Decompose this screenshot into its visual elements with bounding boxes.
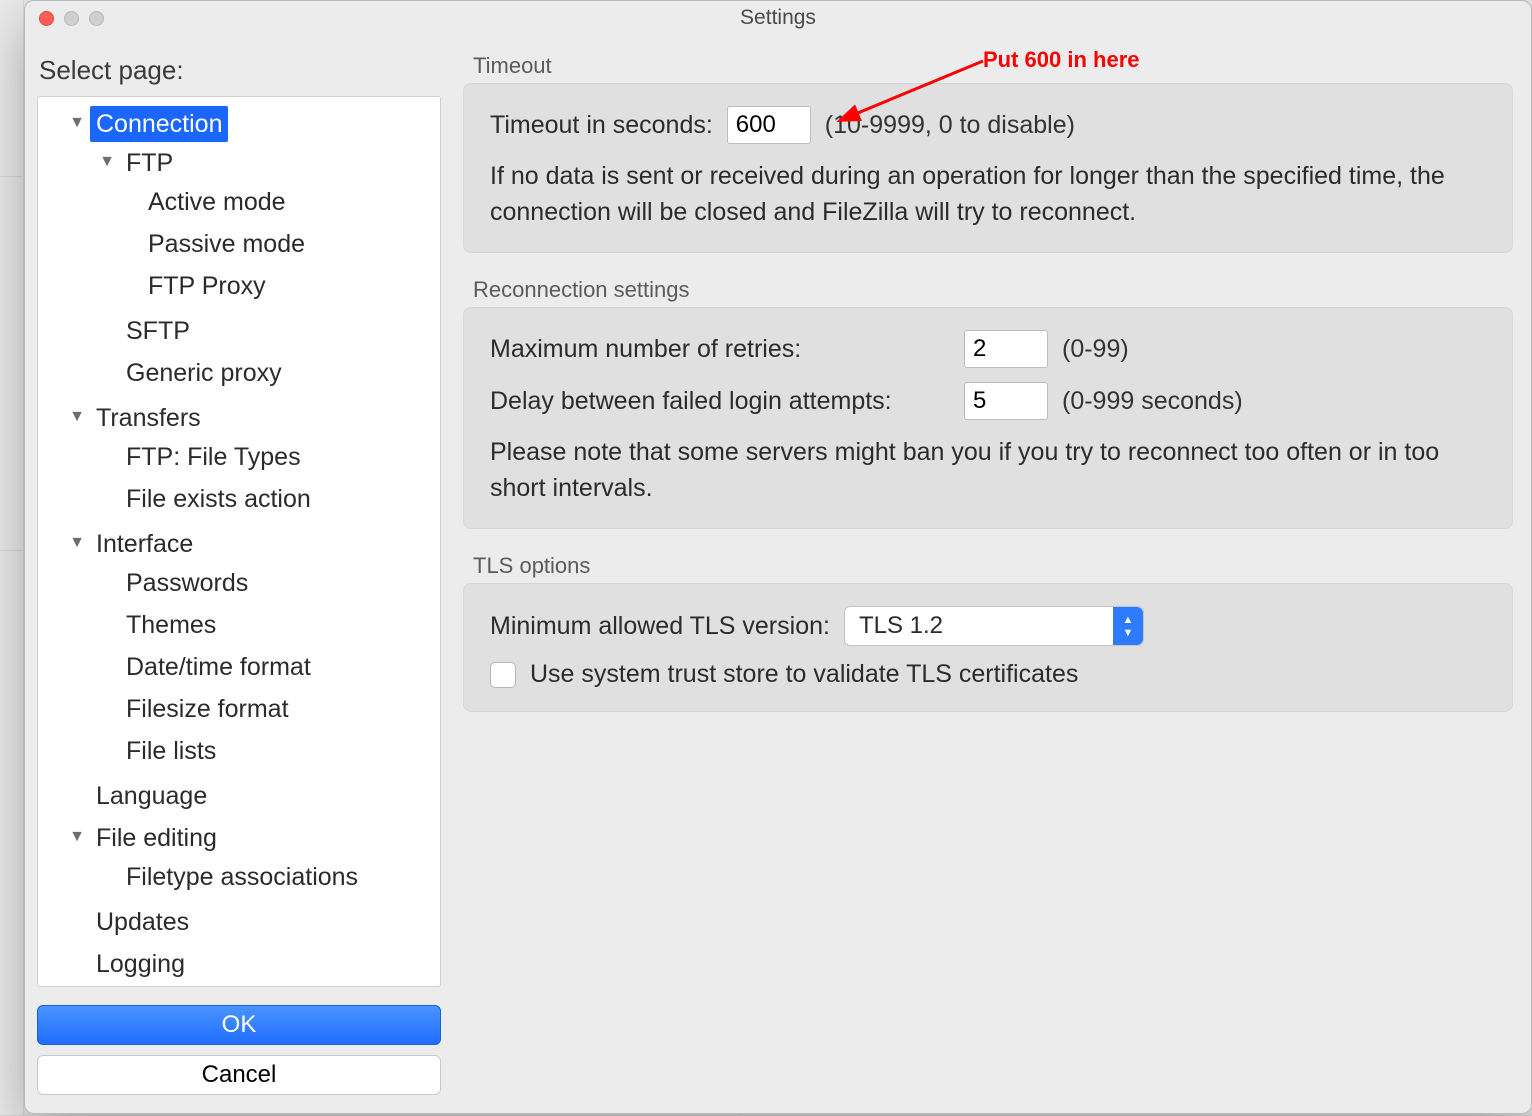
timeout-description: If no data is sent or received during an…	[490, 158, 1486, 230]
tls-min-version-value: TLS 1.2	[859, 612, 943, 640]
tree-item-passive-mode[interactable]: Passive mode	[42, 226, 436, 262]
tree-label: Passive mode	[142, 226, 311, 262]
tree-label: FTP: File Types	[120, 439, 307, 475]
group-title: Reconnection settings	[473, 277, 1513, 303]
tree-item-date-time-format[interactable]: Date/time format	[42, 649, 436, 685]
delay-hint: (0-999 seconds)	[1062, 387, 1243, 416]
tree-item-file-editing[interactable]: File editing	[42, 820, 436, 856]
tree-label: Passwords	[120, 565, 254, 601]
settings-dialog: Settings Select page: Connection FTP	[24, 0, 1532, 1114]
chevron-down-icon[interactable]	[98, 145, 116, 179]
chevron-down-icon[interactable]	[68, 820, 86, 854]
tree-label: FTP Proxy	[142, 268, 272, 304]
trust-store-label: Use system trust store to validate TLS c…	[530, 660, 1078, 689]
tree-item-interface[interactable]: Interface	[42, 526, 436, 562]
timeout-hint: (10-9999, 0 to disable)	[825, 111, 1075, 140]
reconnection-description: Please note that some servers might ban …	[490, 434, 1486, 506]
tls-min-version-label: Minimum allowed TLS version:	[490, 612, 830, 641]
settings-content: Timeout Timeout in seconds: (10-9999, 0 …	[463, 49, 1513, 1095]
tree-label: Generic proxy	[120, 355, 288, 391]
tree-label: Transfers	[90, 400, 207, 436]
tree-item-file-lists[interactable]: File lists	[42, 733, 436, 769]
tree-item-ftp-file-types[interactable]: FTP: File Types	[42, 439, 436, 475]
tree-item-filesize-format[interactable]: Filesize format	[42, 691, 436, 727]
ok-button[interactable]: OK	[37, 1005, 441, 1045]
tree-label: File lists	[120, 733, 222, 769]
window-title: Settings	[25, 6, 1531, 30]
tree-label: Date/time format	[120, 649, 317, 685]
tree-label: Updates	[90, 904, 195, 940]
sidebar: Select page: Connection FTP Active mode	[37, 49, 441, 1095]
select-chevron-icon: ▲▼	[1113, 607, 1143, 645]
tree-item-sftp[interactable]: SFTP	[42, 313, 436, 349]
tree-label: Active mode	[142, 184, 292, 220]
tree-item-passwords[interactable]: Passwords	[42, 565, 436, 601]
tree-label: SFTP	[120, 313, 196, 349]
timeout-label: Timeout in seconds:	[490, 111, 713, 140]
tree-item-ftp[interactable]: FTP	[42, 145, 436, 181]
tree-label: Language	[90, 778, 213, 814]
tree-item-language[interactable]: Language	[42, 778, 436, 814]
timeout-input[interactable]	[727, 106, 811, 144]
chevron-down-icon[interactable]	[68, 400, 86, 434]
tree-item-active-mode[interactable]: Active mode	[42, 184, 436, 220]
cancel-button[interactable]: Cancel	[37, 1055, 441, 1095]
trust-store-checkbox[interactable]	[490, 662, 516, 688]
tree-item-file-exists-action[interactable]: File exists action	[42, 481, 436, 517]
delay-label: Delay between failed login attempts:	[490, 387, 950, 416]
group-title: TLS options	[473, 553, 1513, 579]
tree-label: File editing	[90, 820, 223, 856]
select-page-label: Select page:	[39, 55, 441, 86]
tree-label: Themes	[120, 607, 222, 643]
tree-label-connection: Connection	[90, 106, 228, 142]
tree-label: Logging	[90, 946, 191, 982]
timeout-group: Timeout Timeout in seconds: (10-9999, 0 …	[463, 53, 1513, 253]
tree-item-updates[interactable]: Updates	[42, 904, 436, 940]
chevron-down-icon[interactable]	[68, 106, 86, 140]
tree-item-ftp-proxy[interactable]: FTP Proxy	[42, 268, 436, 304]
chevron-down-icon[interactable]	[68, 526, 86, 560]
settings-tree[interactable]: Connection FTP Active mode Passive mode …	[42, 103, 436, 987]
titlebar: Settings	[25, 1, 1531, 35]
tls-min-version-select[interactable]: TLS 1.2 ▲▼	[844, 606, 1144, 646]
tree-label: FTP	[120, 145, 179, 181]
tree-label: Interface	[90, 526, 199, 562]
retries-hint: (0-99)	[1062, 335, 1129, 364]
retries-input[interactable]	[964, 330, 1048, 368]
tls-group: TLS options Minimum allowed TLS version:…	[463, 553, 1513, 712]
tree-label: File exists action	[120, 481, 317, 517]
reconnection-group: Reconnection settings Maximum number of …	[463, 277, 1513, 529]
tree-label: Filetype associations	[120, 859, 364, 895]
delay-input[interactable]	[964, 382, 1048, 420]
tree-item-logging[interactable]: Logging	[42, 946, 436, 982]
tree-item-themes[interactable]: Themes	[42, 607, 436, 643]
tree-item-connection[interactable]: Connection	[42, 106, 436, 142]
retries-label: Maximum number of retries:	[490, 335, 950, 364]
tree-item-generic-proxy[interactable]: Generic proxy	[42, 355, 436, 391]
group-title: Timeout	[473, 53, 1513, 79]
tree-item-filetype-associations[interactable]: Filetype associations	[42, 859, 436, 895]
tree-label: Filesize format	[120, 691, 295, 727]
tree-item-transfers[interactable]: Transfers	[42, 400, 436, 436]
